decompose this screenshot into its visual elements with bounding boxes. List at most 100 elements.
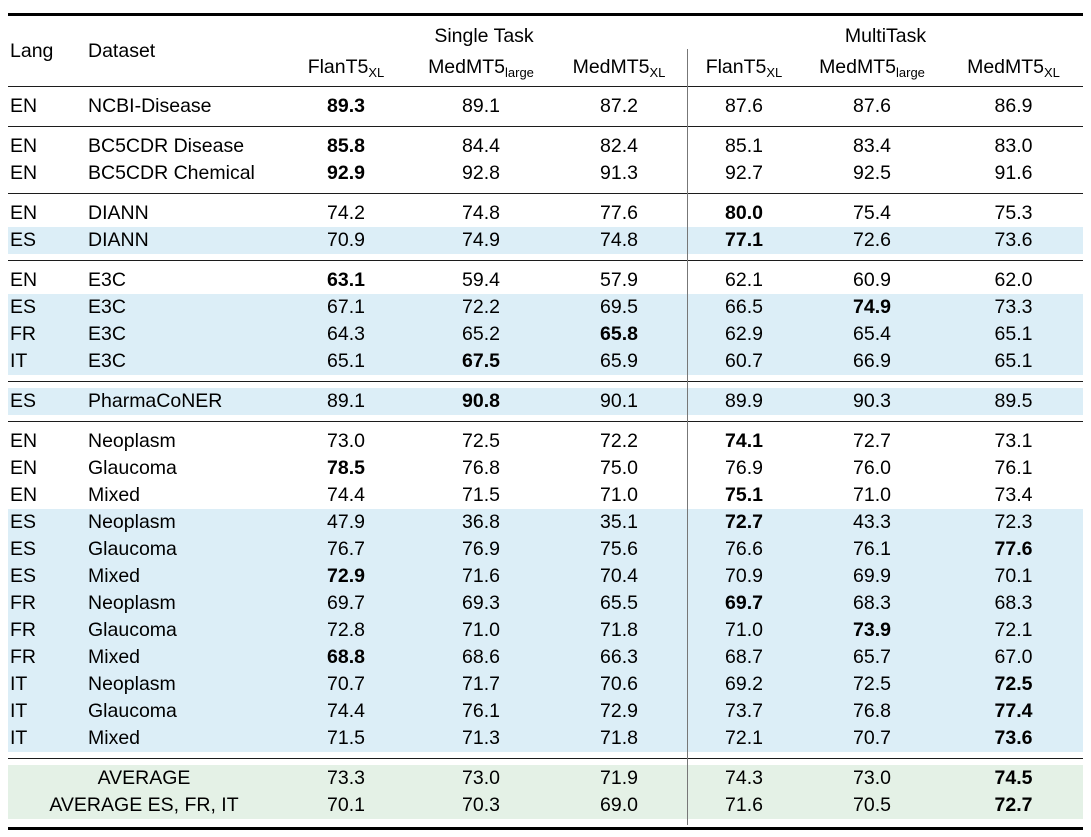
value-cell: 73.6 bbox=[994, 727, 1033, 749]
table-row: ES Glaucoma 76.7 76.9 75.6 76.6 76.1 77.6 bbox=[8, 536, 1083, 563]
value-cell: 73.0 bbox=[327, 430, 365, 452]
value-cell: 78.5 bbox=[327, 457, 365, 479]
row-group: EN Neoplasm 73.0 72.5 72.2 74.1 72.7 73.1 EN Glau… bbox=[8, 421, 1083, 758]
row-group: EN BC5CDR Disease 85.8 84.4 82.4 85.1 83.4 83.0… bbox=[8, 126, 1083, 193]
value-cell: 72.5 bbox=[994, 673, 1033, 695]
value-cell: 60.9 bbox=[853, 269, 891, 291]
value-cell: 71.0 bbox=[462, 619, 500, 641]
value-cell: 82.4 bbox=[600, 135, 638, 157]
value-cell: 70.9 bbox=[327, 229, 365, 251]
value-cell: 71.6 bbox=[462, 565, 500, 587]
header-single-task: Single Task bbox=[434, 25, 534, 47]
lang-cell: EN bbox=[10, 135, 38, 157]
average-label: AVERAGE bbox=[97, 767, 191, 789]
table-row: IT Glaucoma 74.4 76.1 72.9 73.7 76.8 77.4 bbox=[8, 698, 1083, 725]
value-cell: 69.9 bbox=[853, 565, 891, 587]
value-cell: 68.7 bbox=[725, 646, 763, 668]
value-cell: 74.1 bbox=[725, 430, 763, 452]
value-cell: 72.2 bbox=[600, 430, 638, 452]
value-cell: 70.7 bbox=[327, 673, 365, 695]
value-cell: 87.2 bbox=[600, 95, 638, 117]
value-cell: 71.5 bbox=[327, 727, 365, 749]
value-cell: 75.4 bbox=[853, 202, 891, 224]
value-cell: 91.3 bbox=[600, 162, 638, 184]
value-cell: 74.2 bbox=[327, 202, 365, 224]
lang-cell: FR bbox=[10, 646, 36, 668]
value-cell: 72.3 bbox=[994, 511, 1033, 533]
value-cell: 67.1 bbox=[327, 296, 365, 318]
dataset-cell: E3C bbox=[88, 296, 126, 318]
average-label: AVERAGE ES, FR, IT bbox=[49, 794, 239, 816]
table-row: EN DIANN 74.2 74.8 77.6 80.0 75.4 75.3 bbox=[8, 200, 1083, 227]
value-cell: 76.6 bbox=[725, 538, 763, 560]
value-cell: 71.3 bbox=[462, 727, 500, 749]
value-cell: 36.8 bbox=[462, 511, 500, 533]
model-name: FlanT5 bbox=[705, 55, 767, 78]
value-cell: 70.4 bbox=[600, 565, 638, 587]
value-cell: 80.0 bbox=[725, 202, 763, 224]
dataset-cell: Glaucoma bbox=[88, 538, 177, 560]
value-cell: 69.3 bbox=[462, 592, 500, 614]
model-name: MedMT5 bbox=[572, 55, 650, 78]
table-row: EN NCBI-Disease 89.3 89.1 87.2 87.6 87.6 86.9 bbox=[8, 93, 1083, 120]
value-cell: 73.1 bbox=[994, 430, 1033, 452]
lang-cell: EN bbox=[10, 484, 38, 506]
value-cell: 73.9 bbox=[853, 619, 891, 641]
value-cell: 74.9 bbox=[853, 296, 891, 318]
value-cell: 72.9 bbox=[600, 700, 638, 722]
dataset-cell: DIANN bbox=[88, 229, 149, 251]
table-body: EN NCBI-Disease 89.3 89.1 87.2 87.6 87.6 86.9 EN… bbox=[8, 87, 1083, 827]
dataset-cell: NCBI-Disease bbox=[88, 95, 212, 117]
value-cell: 71.0 bbox=[853, 484, 891, 506]
value-cell: 70.1 bbox=[994, 565, 1033, 587]
value-cell: 73.4 bbox=[994, 484, 1033, 506]
lang-cell: EN bbox=[10, 430, 38, 452]
lang-cell: FR bbox=[10, 323, 36, 345]
value-cell: 65.1 bbox=[994, 323, 1033, 345]
value-cell: 85.1 bbox=[725, 135, 763, 157]
value-cell: 68.3 bbox=[994, 592, 1033, 614]
table-row: EN Glaucoma 78.5 76.8 75.0 76.9 76.0 76.1 bbox=[8, 455, 1083, 482]
header-model-3: FlanT5XL bbox=[688, 55, 800, 80]
lang-cell: ES bbox=[10, 390, 37, 412]
model-name: FlanT5 bbox=[307, 55, 369, 78]
header-model-5: MedMT5XL bbox=[944, 56, 1083, 80]
value-cell: 73.7 bbox=[725, 700, 763, 722]
value-cell: 83.4 bbox=[853, 135, 891, 157]
value-cell: 71.0 bbox=[600, 484, 638, 506]
value-cell: 89.1 bbox=[327, 390, 365, 412]
value-cell: 76.7 bbox=[327, 538, 365, 560]
row-group: EN DIANN 74.2 74.8 77.6 80.0 75.4 75.3 ES DIANN 70… bbox=[8, 193, 1083, 260]
table-row: ES Neoplasm 47.9 36.8 35.1 72.7 43.3 72.3 bbox=[8, 509, 1083, 536]
value-cell: 71.5 bbox=[462, 484, 500, 506]
value-cell: 84.4 bbox=[462, 135, 500, 157]
model-name: MedMT5 bbox=[819, 55, 896, 78]
value-cell: 65.8 bbox=[600, 323, 638, 345]
value-cell: 74.8 bbox=[462, 202, 500, 224]
table-row: ES DIANN 70.9 74.9 74.8 77.1 72.6 73.6 bbox=[8, 227, 1083, 254]
value-cell: 67.5 bbox=[462, 350, 500, 372]
value-cell: 69.7 bbox=[725, 592, 763, 614]
dataset-cell: Neoplasm bbox=[88, 511, 176, 533]
value-cell: 65.1 bbox=[994, 350, 1033, 372]
table-row: IT Mixed 71.5 71.3 71.8 72.1 70.7 73.6 bbox=[8, 725, 1083, 752]
table-row: IT E3C 65.1 67.5 65.9 60.7 66.9 65.1 bbox=[8, 348, 1083, 375]
value-cell: 76.9 bbox=[462, 538, 500, 560]
value-cell: 72.5 bbox=[853, 673, 891, 695]
value-cell: 73.0 bbox=[853, 767, 891, 789]
header-lang: Lang bbox=[10, 39, 54, 62]
value-cell: 77.4 bbox=[994, 700, 1033, 722]
header-dataset: Dataset bbox=[88, 39, 156, 62]
value-cell: 65.9 bbox=[600, 350, 638, 372]
lang-cell: FR bbox=[10, 619, 36, 641]
value-cell: 60.7 bbox=[725, 350, 763, 372]
value-cell: 71.9 bbox=[600, 767, 638, 789]
value-cell: 69.0 bbox=[600, 794, 638, 816]
dataset-cell: Mixed bbox=[88, 565, 141, 587]
value-cell: 90.8 bbox=[462, 390, 500, 412]
value-cell: 73.0 bbox=[462, 767, 500, 789]
header-model-2: MedMT5XL bbox=[550, 55, 688, 80]
header-model-4: MedMT5large bbox=[800, 55, 944, 80]
value-cell: 92.8 bbox=[462, 162, 500, 184]
lang-cell: ES bbox=[10, 296, 37, 318]
